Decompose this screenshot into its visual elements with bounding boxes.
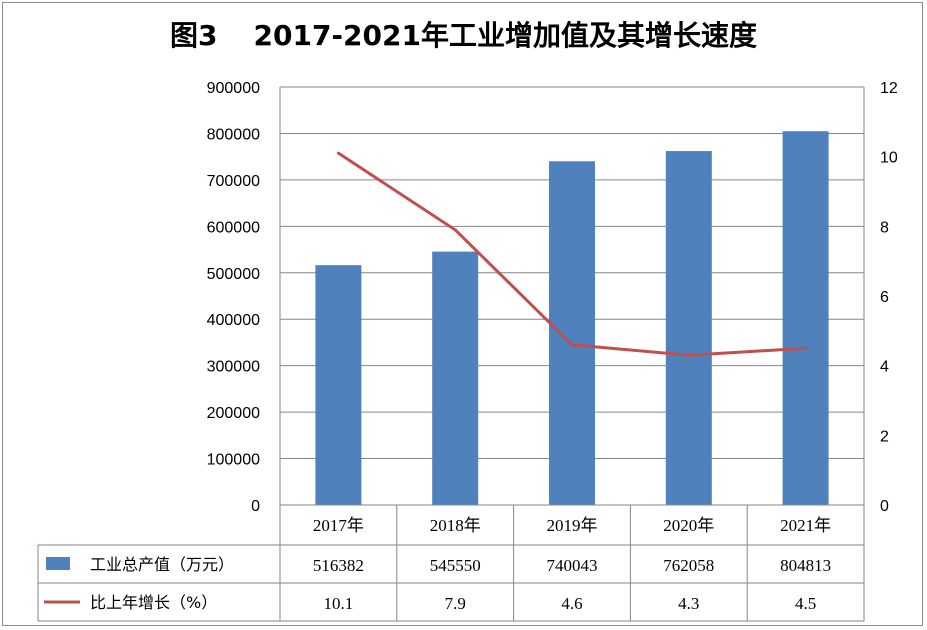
y-left-tick-label: 200000 <box>207 405 260 422</box>
title-text: 2017-2021年工业增加值及其增长速度 <box>253 19 757 52</box>
bar <box>315 265 362 505</box>
line-point <box>687 353 691 357</box>
y-right-tick-label: 4 <box>880 359 889 376</box>
bar <box>665 151 712 505</box>
line-point <box>804 346 808 350</box>
bar <box>549 161 595 505</box>
bar-value-label: 740043 <box>547 556 598 575</box>
y-right-tick-label: 8 <box>880 219 889 236</box>
category-label: 2020年 <box>663 516 714 535</box>
line-point <box>570 343 574 347</box>
category-label: 2019年 <box>547 516 598 535</box>
y-left-tick-label: 600000 <box>207 219 260 236</box>
y-left-tick-label: 500000 <box>207 266 260 283</box>
bar <box>782 131 829 505</box>
y-left-tick-label: 300000 <box>207 359 260 376</box>
chart-title: 图3 2017-2021年工业增加值及其增长速度 <box>0 14 927 54</box>
y-right-tick-label: 10 <box>880 150 898 167</box>
growth-value-label: 4.6 <box>561 594 582 613</box>
bar-value-label: 545550 <box>430 556 481 575</box>
growth-value-label: 10.1 <box>324 594 354 613</box>
bar <box>432 251 479 505</box>
line-point <box>336 151 340 155</box>
y-right-tick-label: 6 <box>880 289 889 306</box>
growth-value-label: 4.5 <box>795 594 816 613</box>
legend-label-line: 比上年增长（%） <box>90 593 217 612</box>
line-point <box>453 228 457 232</box>
y-left-tick-label: 800000 <box>207 126 260 143</box>
bar-value-label: 762058 <box>663 556 714 575</box>
category-label: 2017年 <box>313 516 364 535</box>
y-left-tick-label: 400000 <box>207 312 260 329</box>
legend-label-bar: 工业总产值（万元） <box>90 555 234 574</box>
category-label: 2018年 <box>430 516 481 535</box>
bar-value-label: 516382 <box>313 556 364 575</box>
legend-key-bar <box>46 557 70 570</box>
y-left-tick-label: 0 <box>251 498 260 515</box>
figure-number: 图3 <box>170 19 218 52</box>
y-right-tick-label: 0 <box>880 498 889 515</box>
bar-value-label: 804813 <box>780 556 831 575</box>
y-right-tick-label: 2 <box>880 428 889 445</box>
y-left-tick-label: 700000 <box>207 173 260 190</box>
category-label: 2021年 <box>780 516 831 535</box>
growth-value-label: 7.9 <box>445 594 466 613</box>
y-left-tick-label: 900000 <box>207 80 260 97</box>
growth-value-label: 4.3 <box>678 594 699 613</box>
y-left-tick-label: 100000 <box>207 452 260 469</box>
y-right-tick-label: 12 <box>880 80 898 97</box>
